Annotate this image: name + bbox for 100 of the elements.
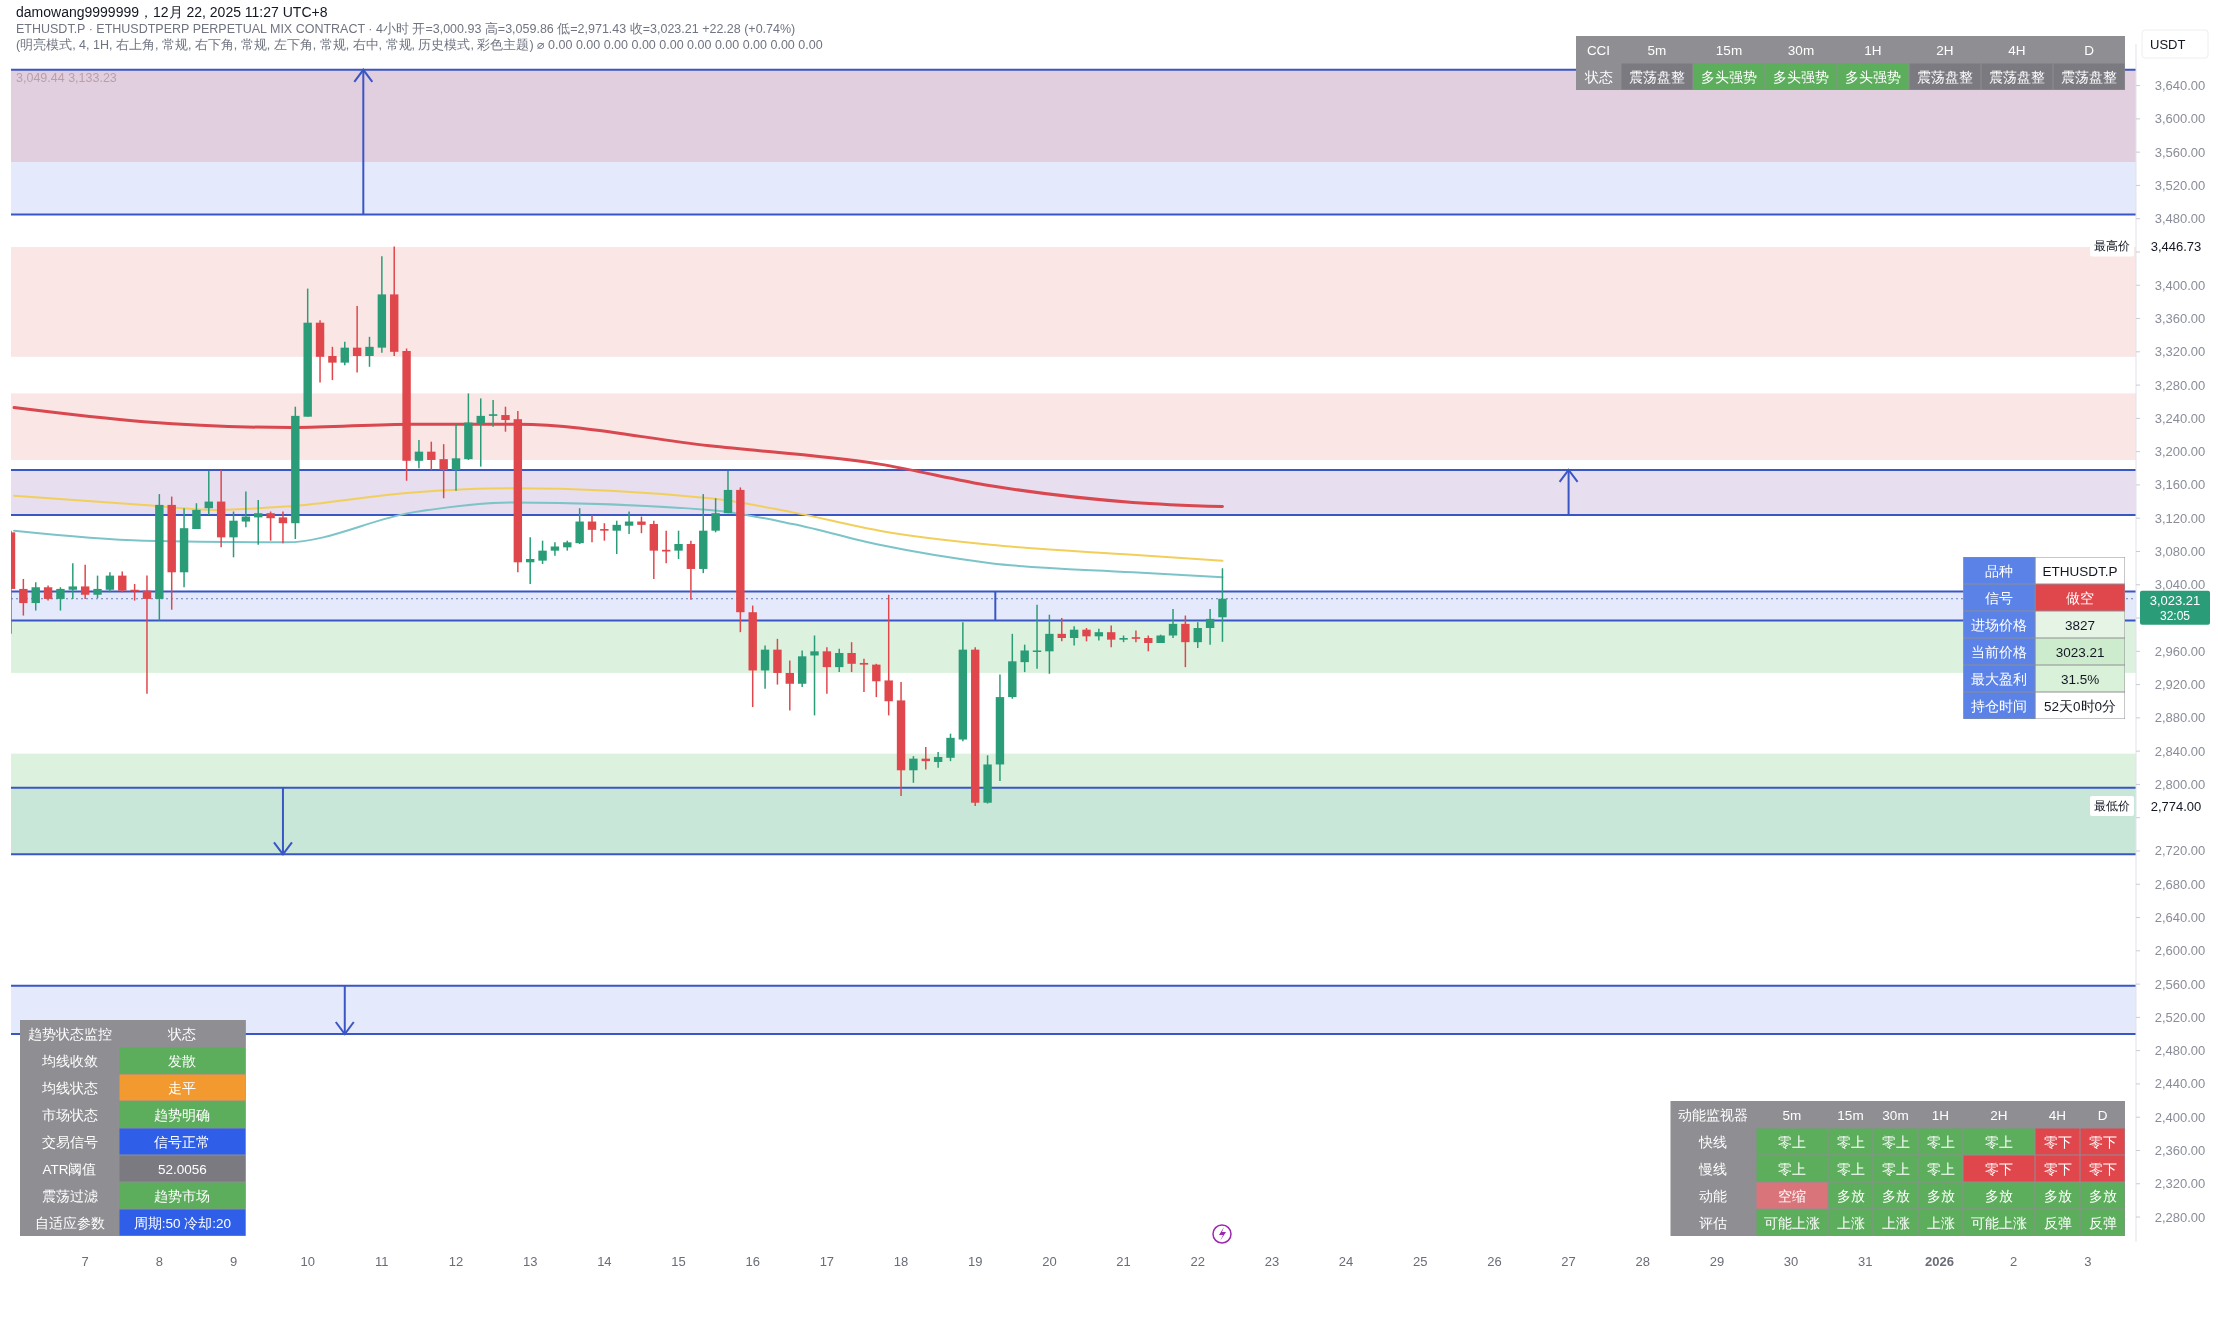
- candlestick: [31, 581, 40, 612]
- candlestick: [822, 646, 832, 695]
- candlestick: [118, 570, 127, 593]
- x-tick-label: 15: [671, 1254, 686, 1269]
- candlestick: [1020, 643, 1029, 673]
- y-tick-label: 2,280.00: [2154, 1209, 2206, 1225]
- category-label: 1H: [1931, 1107, 1950, 1123]
- x-tick-label: 14: [597, 1254, 612, 1269]
- x-tick-label: 12: [448, 1254, 464, 1269]
- y-tick-label: 3,040.00: [2154, 577, 2206, 593]
- text: 3,023.21: [2149, 592, 2201, 608]
- candlestick: [439, 443, 448, 499]
- y-tick-label: 3,360.00: [2154, 311, 2206, 327]
- y-tick-label: 3,600.00: [2154, 111, 2206, 127]
- x-tick-label: 28: [1635, 1254, 1650, 1269]
- y-tick-label: 3,160.00: [2154, 477, 2206, 493]
- text: 零上: [1881, 1161, 1910, 1177]
- y-tick-label: 2,880.00: [2154, 710, 2206, 726]
- candlestick: [414, 439, 424, 470]
- category-label: 4H: [2008, 42, 2026, 58]
- y-tick-label: 3,480.00: [2154, 211, 2206, 227]
- text: damowang9999999，12月 22, 2025 11:27 UTC+8: [16, 4, 328, 20]
- text: 零上: [1778, 1134, 1806, 1150]
- candlestick: [835, 648, 844, 673]
- x-tick-label: 30: [1783, 1254, 1799, 1269]
- candlestick: [847, 641, 856, 673]
- category-label: D: [2097, 1107, 2108, 1123]
- category-label: 4H: [2048, 1107, 2067, 1123]
- y-tick-label: 3,520.00: [2154, 177, 2206, 193]
- text: 多放: [2043, 1188, 2072, 1204]
- text: 零下: [2088, 1161, 2117, 1177]
- y-tick-label: 3,560.00: [2154, 144, 2206, 160]
- category-label: 2H: [1990, 1107, 2008, 1123]
- candlestick: [711, 497, 720, 534]
- candlestick: [575, 507, 584, 545]
- text: 可能上涨: [1764, 1215, 1820, 1231]
- text: 3,446.73: [2150, 239, 2202, 255]
- text: 2,774.00: [2150, 799, 2202, 815]
- text: 多头强势: [1845, 69, 1901, 85]
- candlestick: [68, 562, 78, 600]
- y-tick-label: 2,960.00: [2154, 643, 2206, 659]
- text: 零下: [2088, 1134, 2117, 1150]
- candlestick: [872, 663, 881, 698]
- candlestick: [427, 440, 436, 471]
- text: 上涨: [1881, 1215, 1910, 1231]
- category-label: 2H: [1936, 42, 1954, 58]
- candlestick: [1057, 617, 1066, 643]
- candlestick: [587, 514, 597, 544]
- text: 多放: [1836, 1188, 1865, 1204]
- text: 多放: [1985, 1188, 2013, 1204]
- y-tick-label: 3,240.00: [2154, 410, 2206, 426]
- category-label: 5m: [1647, 42, 1667, 58]
- candlestick: [946, 732, 955, 762]
- candlestick: [1045, 613, 1054, 675]
- chart-title: 动能监视器: [1678, 1107, 1749, 1123]
- text: 震荡盘整: [1917, 69, 1973, 85]
- text: 震荡盘整: [2061, 69, 2117, 85]
- candlestick: [229, 510, 238, 559]
- y-tick-label: 3,120.00: [2154, 510, 2206, 526]
- candlestick: [723, 470, 733, 514]
- candlestick: [328, 346, 337, 381]
- category-label: 评估: [1699, 1215, 1728, 1231]
- candlestick: [19, 578, 28, 617]
- candlestick: [105, 571, 115, 593]
- category-label: 30m: [1882, 1107, 1909, 1123]
- category-label: 1H: [1864, 42, 1882, 58]
- candlestick: [352, 305, 362, 374]
- candlestick: [1131, 629, 1141, 643]
- x-tick-label: 20: [1042, 1254, 1057, 1269]
- x-tick-label: 21: [1116, 1254, 1131, 1269]
- category-label: 慢线: [1699, 1161, 1728, 1177]
- candlestick: [538, 539, 547, 565]
- text: 多放: [1926, 1188, 1955, 1204]
- y-tick-label: 3,640.00: [2154, 78, 2206, 94]
- candlestick: [1193, 621, 1202, 649]
- text: 震荡盘整: [1989, 69, 2045, 85]
- chart-title: CCI: [1586, 42, 1611, 58]
- y-tick-label: 2,480.00: [2154, 1043, 2206, 1059]
- category-label: 5m: [1782, 1107, 1802, 1123]
- y-tick-label: 2,920.00: [2154, 677, 2206, 693]
- candlestick: [933, 751, 943, 769]
- category-label: 30m: [1787, 42, 1815, 58]
- y-tick-label: 3,080.00: [2154, 543, 2206, 559]
- x-tick-label: 25: [1413, 1254, 1428, 1269]
- text: 多放: [2088, 1188, 2117, 1204]
- candlestick: [365, 336, 374, 368]
- annotation: 3,049.44 3,133.23: [16, 71, 117, 85]
- candlestick: [1168, 608, 1178, 639]
- x-tick-label: 3: [2084, 1254, 2092, 1269]
- x-tick-label: 23: [1264, 1254, 1280, 1269]
- x-tick-label: 22: [1190, 1254, 1205, 1269]
- text: 零下: [2043, 1134, 2072, 1150]
- text: 可能上涨: [1971, 1215, 2027, 1231]
- x-tick-label: 11: [375, 1254, 389, 1269]
- y-tick-label: 2,640.00: [2154, 910, 2206, 926]
- y-tick-label: 2,800.00: [2154, 776, 2206, 792]
- annotation: 最低价: [2094, 800, 2130, 813]
- candlestick: [192, 502, 201, 530]
- candlestick: [773, 638, 782, 686]
- category-label: 状态: [167, 1026, 197, 1042]
